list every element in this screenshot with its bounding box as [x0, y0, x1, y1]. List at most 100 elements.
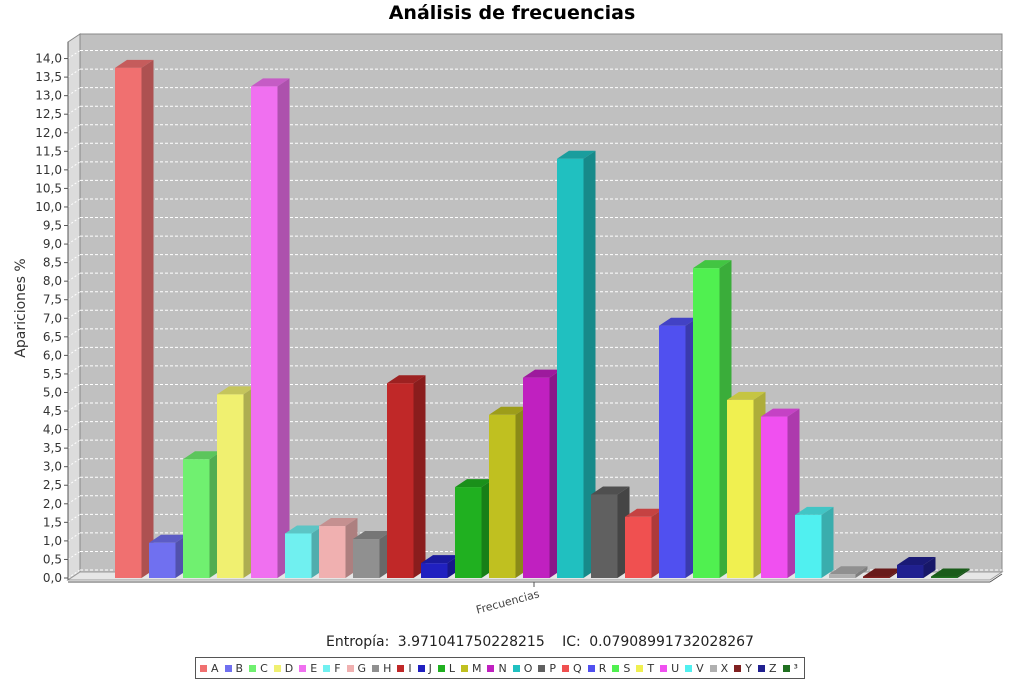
bar-front	[149, 542, 176, 578]
bar-N	[523, 369, 562, 578]
legend-label: E	[310, 661, 318, 675]
bar-front	[795, 514, 822, 578]
bar-C	[183, 451, 222, 578]
y-tick-label: 0,5	[43, 552, 62, 566]
entropy-label: Entropía:	[326, 634, 390, 650]
grid-line-wall	[67, 328, 81, 338]
grid-line-wall	[67, 254, 81, 264]
y-tick-label: 12,0	[35, 126, 62, 140]
bar-top	[761, 408, 800, 417]
y-tick-label: 9,5	[43, 219, 62, 233]
bar-side	[277, 78, 290, 579]
bar-³	[931, 568, 970, 578]
legend-swatch	[417, 664, 425, 672]
legend-swatch	[437, 664, 445, 672]
legend-label: V	[696, 661, 704, 675]
legend-item-G: G	[346, 662, 366, 675]
legend-label: A	[211, 661, 219, 675]
y-tick-label: 6,5	[43, 330, 62, 344]
grid-line-wall	[67, 217, 81, 226]
legend-label: ³	[793, 661, 798, 675]
legend-item-I: I	[397, 661, 412, 675]
legend-swatch	[397, 664, 405, 672]
legend-label: Y	[745, 661, 752, 675]
y-tick-label: 1,5	[43, 515, 62, 529]
bar-front	[455, 487, 482, 578]
bar-side	[923, 557, 936, 578]
bar-top	[353, 531, 392, 540]
legend-swatch	[587, 664, 595, 672]
bar-Z	[897, 557, 936, 578]
bar-front	[591, 494, 618, 578]
x-category-label: Frecuencias	[475, 587, 541, 616]
legend-label: F	[334, 661, 341, 675]
bar-V	[795, 506, 834, 578]
bar-front	[659, 325, 686, 578]
y-tick-label: 5,0	[43, 385, 62, 399]
y-tick-label: 5,5	[43, 367, 62, 381]
bar-side	[855, 566, 868, 578]
y-tick-label: 11,5	[35, 144, 62, 158]
grid-line-wall	[67, 532, 81, 542]
legend-item-A: A	[200, 662, 219, 675]
bar-side	[141, 59, 154, 579]
bar-front	[353, 539, 380, 578]
legend-item-U: U	[660, 662, 679, 675]
bar-top	[319, 518, 358, 527]
bar-top	[931, 568, 970, 577]
bar-top	[659, 317, 698, 326]
bar-E	[251, 78, 290, 579]
legend-swatch	[273, 664, 281, 672]
bar-R	[659, 317, 698, 578]
bar-top	[897, 557, 936, 566]
legend-label: L	[448, 661, 455, 675]
legend-label: I	[408, 661, 412, 675]
bar-front	[183, 459, 210, 578]
legend-label: B	[235, 661, 244, 675]
bar-O	[557, 150, 596, 579]
grid-line-wall	[67, 458, 81, 468]
bar-top	[727, 391, 766, 400]
bar-top	[115, 59, 154, 68]
bar-P	[591, 486, 630, 578]
y-tick-labels: 0,0 0,5 1,0 1,5 2,0 2,5 3,0 3,5 4,0 4,5 5,0 5,5 6,0 6…	[35, 52, 62, 585]
y-tick-label: 10,0	[35, 200, 62, 214]
grid-line-wall	[67, 291, 81, 301]
legend-swatch	[512, 664, 520, 672]
bar-top	[591, 486, 630, 495]
bar-front	[285, 533, 312, 578]
legend-swatch	[224, 664, 232, 672]
bar-top	[217, 386, 256, 395]
bar-chart: 0,0 0,5 1,0 1,5 2,0 2,5 3,0 3,5 4,0 4,5 5,0 5,5 6,0 6…	[13, 33, 1004, 617]
legend-swatch	[757, 664, 765, 672]
legend-label: S	[623, 661, 631, 675]
bar-B	[149, 534, 188, 578]
ic-value: 0.07908991732028267	[589, 634, 754, 650]
bar-front	[387, 383, 414, 578]
legend-swatch	[782, 664, 790, 672]
y-tick-label: 1,0	[43, 534, 62, 548]
bar-top	[285, 525, 324, 534]
y-tick-label: 12,5	[35, 107, 62, 121]
legend-label: J	[428, 661, 432, 675]
chart-title: Análisis de frecuencias	[388, 2, 636, 24]
legend-label: X	[720, 661, 729, 675]
bar-side	[957, 568, 970, 578]
bar-top	[795, 506, 834, 515]
grid-line-wall	[67, 365, 81, 375]
bar-T	[727, 391, 766, 578]
grid-line-wall	[67, 569, 81, 579]
legend-item-P: P	[538, 662, 556, 675]
legend-item-S: S	[612, 662, 630, 675]
legend-item-Y: Y	[734, 662, 752, 675]
bar-top	[251, 78, 290, 87]
grid-line-wall	[67, 68, 81, 78]
ic-label: IC:	[562, 634, 581, 650]
grid-line-wall	[67, 346, 81, 356]
bar-D	[217, 386, 256, 578]
grid-line-wall	[67, 50, 81, 59]
bar-front	[625, 516, 652, 578]
y-tick-label: 2,0	[43, 497, 62, 511]
legend-item-Q: Q	[562, 662, 582, 675]
legend-label: N	[498, 661, 507, 675]
